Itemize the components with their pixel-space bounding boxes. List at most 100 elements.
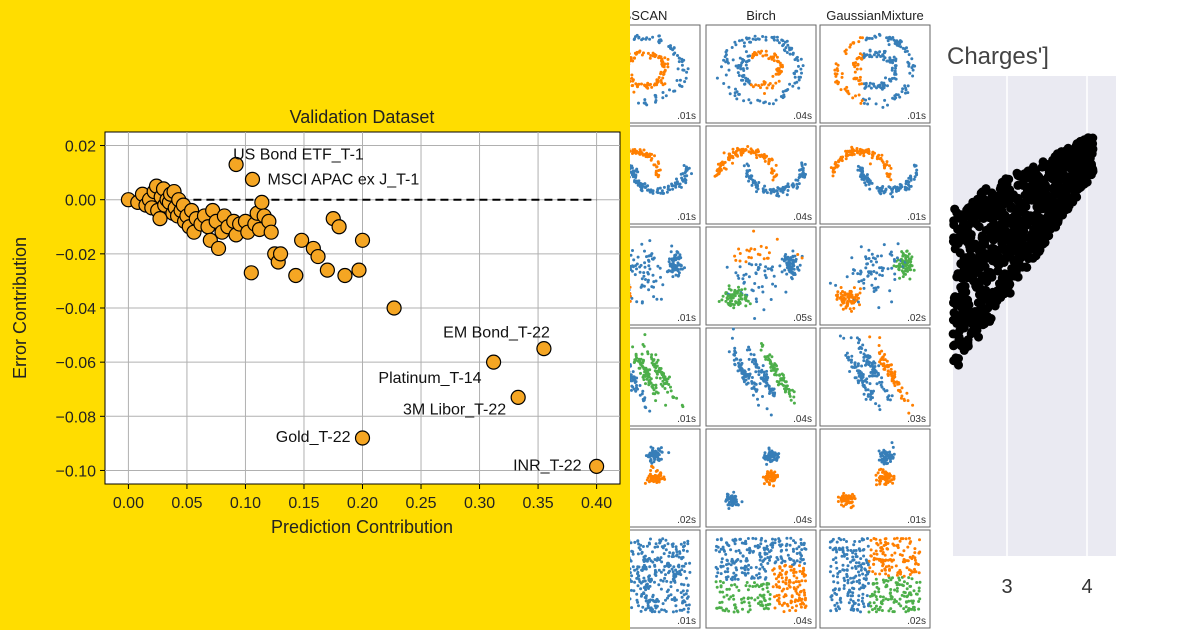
cluster-point [795,604,798,608]
cluster-point [630,370,631,373]
cluster-point [743,370,747,374]
cluster-point [684,576,688,580]
cluster-point [677,257,681,261]
cluster-point [743,568,747,572]
cluster-point [874,549,878,553]
point-label: Platinum_T-14 [378,370,481,387]
cluster-point [773,391,777,395]
cluster-point [737,361,740,365]
cluster-point [895,256,899,260]
cluster-point [780,187,784,191]
cluster-point [864,266,868,270]
cluster-point [652,480,656,484]
cluster-point [633,540,637,544]
cluster-point [803,162,807,166]
cluster-point [636,552,640,556]
cluster-point [859,173,863,177]
cluster-point [659,72,663,76]
cluster-point [800,572,804,576]
cluster-point [792,184,796,188]
cluster-point [754,297,758,301]
cluster-point [890,300,894,304]
cluster-point [859,101,863,105]
cluster-point [895,586,899,590]
cluster-cell: .01s [630,24,701,124]
data-point [319,262,335,278]
cluster-point [852,296,856,300]
cluster-point [837,160,840,164]
cluster-point [868,162,872,166]
cluster-point [682,178,686,182]
cluster-point [674,545,678,549]
cluster-point [911,74,915,78]
cluster-point [892,374,896,378]
cluster-point [748,546,752,550]
cluster-point [894,265,898,268]
cluster-point [850,309,853,313]
cluster-point [630,541,633,545]
cluster-point [891,475,895,478]
cluster-point [678,182,682,186]
cluster-point [742,600,746,604]
cluster-point [679,591,683,595]
cluster-point [748,302,752,306]
cluster-point [634,352,638,356]
cluster-point [644,588,648,592]
cluster-point [886,598,890,602]
cluster-point [907,576,911,580]
cluster-point [847,295,851,299]
cluster-point [668,257,671,261]
cluster-point [738,252,742,255]
cluster-point [902,594,906,598]
cluster-point [640,242,644,246]
cluster-cell: .04s [705,125,817,225]
cluster-point [795,69,799,73]
cluster-point [747,345,751,349]
cluster-point [746,54,750,58]
cluster-point [738,368,742,372]
cluster-point [630,79,632,83]
cluster-point [879,546,883,550]
cluster-point [889,591,892,595]
cluster-cell: .02s [819,529,931,629]
cluster-point [662,568,666,572]
cluster-point [685,549,689,553]
cluster-point [909,268,913,272]
cluster-point [651,595,655,599]
cluster-point [802,541,806,545]
cluster-point [751,289,755,293]
cluster-point [741,607,744,611]
cluster-point [762,558,766,562]
cluster-point [642,367,646,371]
cluster-point [831,558,835,562]
cluster-point [647,259,651,263]
cluster-point [907,568,911,572]
cluster-point [886,365,890,369]
cluster-point [767,251,771,255]
cluster-point [676,54,679,57]
cluster-point [674,257,678,261]
cluster-point [640,184,644,188]
cluster-point [895,536,899,540]
cluster-point [732,490,736,494]
cluster-point [642,271,646,275]
cluster-point [770,477,774,481]
cluster-point [654,542,658,546]
cluster-point [740,297,744,301]
cluster-point [778,187,781,191]
cluster-point [860,364,864,368]
cluster-point [850,566,854,570]
cluster-point [667,451,671,455]
cluster-point [762,82,766,86]
y-tick-label: 0.00 [65,193,96,210]
cluster-point [854,552,858,556]
cluster-point [777,72,781,76]
cluster-point [843,579,847,583]
cluster-point [631,173,635,177]
cluster-point [737,92,741,96]
cluster-point [651,383,655,387]
cluster-point [774,583,778,587]
cluster-point [773,372,777,376]
cluster-point [802,568,806,572]
cluster-point [878,572,882,576]
